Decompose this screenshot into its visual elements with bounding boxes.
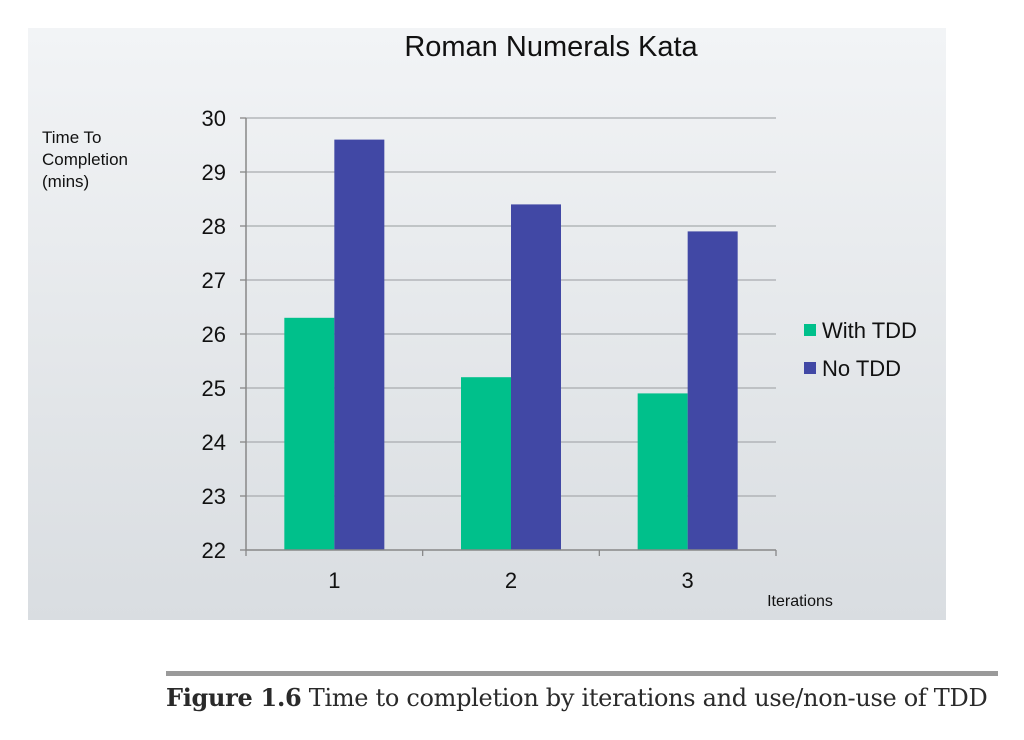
y-axis-label-line: Completion [42, 150, 128, 169]
y-axis-label-line: Time To [42, 128, 102, 147]
bar-with-tdd-2 [461, 377, 511, 550]
legend-swatch [804, 362, 816, 374]
bar-chart: Roman Numerals Kata Time To Completion (mi… [42, 31, 917, 610]
figure-caption: Figure 1.6 Time to completion by iterati… [166, 683, 1006, 712]
x-tick-label: 1 [328, 568, 340, 593]
bar-with-tdd-1 [284, 317, 335, 550]
bar-no-tdd-2 [511, 204, 561, 550]
y-tick-label: 28 [202, 214, 226, 239]
y-axis-label-line: (mins) [42, 172, 89, 191]
y-axis-label: Time To Completion (mins) [42, 128, 128, 191]
bars [284, 139, 738, 550]
x-tick-labels: 1 2 3 [328, 568, 694, 593]
y-tick-label: 24 [202, 430, 226, 455]
y-tick-label: 26 [202, 322, 226, 347]
y-tick-label: 29 [202, 160, 226, 185]
y-tick-label: 27 [202, 268, 226, 293]
figure-caption-text: Time to completion by iterations and use… [308, 684, 988, 712]
y-tick-label: 22 [202, 538, 226, 563]
x-tick-label: 3 [682, 568, 694, 593]
y-tick-label: 30 [202, 106, 226, 131]
x-tick-label: 2 [505, 568, 517, 593]
bar-no-tdd-3 [687, 231, 738, 550]
legend-swatch [804, 324, 816, 336]
chart-title: Roman Numerals Kata [404, 31, 698, 63]
y-tick-labels: 22 23 24 25 26 27 28 29 30 [202, 106, 226, 563]
bar-with-tdd-3 [637, 393, 688, 550]
figure-label: Figure 1.6 [166, 683, 302, 712]
axes [240, 117, 777, 556]
x-axis-label: Iterations [767, 593, 833, 610]
legend: With TDD No TDD [804, 318, 917, 381]
caption-rule [166, 671, 998, 676]
bar-no-tdd-1 [334, 139, 385, 550]
y-tick-label: 23 [202, 484, 226, 509]
y-tick-label: 25 [202, 376, 226, 401]
legend-label: With TDD [822, 318, 917, 343]
legend-label: No TDD [822, 356, 901, 381]
